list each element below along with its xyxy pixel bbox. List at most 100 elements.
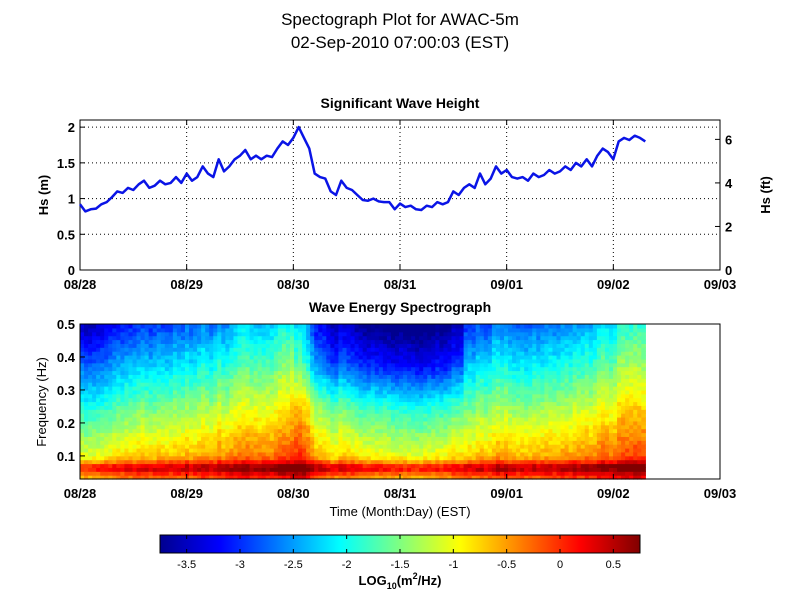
heatmap-cell (184, 467, 190, 472)
heatmap-cell (294, 393, 299, 399)
heatmap-cell (176, 378, 182, 383)
heatmap-cell (302, 351, 307, 356)
heatmap-cell (358, 355, 364, 360)
heatmap-cell (136, 331, 142, 337)
heatmap-cell (479, 358, 485, 364)
heatmap-cell (471, 444, 477, 449)
heatmap-cell (209, 424, 214, 430)
heatmap-cell (233, 432, 239, 437)
heatmap-cell (189, 444, 194, 449)
heatmap-cell (552, 347, 558, 352)
heatmap-cell (346, 351, 352, 356)
heatmap-cell (504, 451, 509, 457)
heatmap-cell (346, 324, 352, 329)
heatmap-cell (556, 378, 562, 383)
heatmap-cell (568, 448, 574, 453)
heatmap-cell (132, 444, 138, 449)
heatmap-cell (572, 405, 578, 410)
heatmap-cell (124, 389, 130, 395)
heatmap-cell (451, 362, 457, 368)
heatmap-cell (265, 362, 271, 368)
heatmap-cell (431, 358, 436, 364)
heatmap-cell (487, 409, 493, 414)
heatmap-cell (435, 343, 440, 348)
heatmap-cell (205, 471, 210, 476)
heatmap-cell (209, 436, 214, 441)
heatmap-cell (564, 451, 570, 457)
wave-height-y-tick-label: 0.5 (57, 227, 75, 242)
heatmap-cell (447, 397, 453, 403)
heatmap-cell (180, 378, 186, 383)
heatmap-cell (88, 393, 93, 399)
heatmap-cell (560, 327, 566, 333)
heatmap-cell (435, 335, 440, 341)
heatmap-cell (213, 335, 218, 341)
heatmap-cell (479, 405, 485, 410)
heatmap-cell (407, 471, 412, 476)
heatmap-cell (552, 386, 558, 391)
heatmap-cell (201, 351, 206, 356)
heatmap-cell (338, 382, 344, 387)
heatmap-cell (310, 351, 315, 356)
heatmap-cell (435, 327, 440, 333)
heatmap-cell (108, 428, 113, 434)
heatmap-cell (257, 327, 263, 333)
heatmap-cell (205, 335, 210, 341)
heatmap-cell (516, 471, 521, 476)
heatmap-cell (536, 366, 541, 372)
heatmap-cell (431, 327, 436, 333)
heatmap-cell (322, 362, 327, 368)
heatmap-cell (415, 362, 420, 368)
heatmap-cell (536, 347, 541, 352)
heatmap-cell (552, 343, 558, 348)
heatmap-cell (314, 436, 319, 441)
heatmap-cell (471, 389, 477, 395)
heatmap-cell (455, 355, 461, 360)
heatmap-cell (459, 409, 465, 414)
heatmap-cell (532, 351, 537, 356)
heatmap-cell (326, 378, 331, 383)
heatmap-cell (156, 432, 162, 437)
heatmap-cell (168, 331, 174, 337)
heatmap-cell (225, 440, 231, 445)
heatmap-cell (152, 343, 158, 348)
heatmap-cell (520, 339, 525, 344)
heatmap-cell (560, 351, 566, 356)
heatmap-cell (487, 393, 493, 399)
heatmap-cell (217, 389, 222, 395)
heatmap-cell (475, 444, 481, 449)
heatmap-cell (524, 417, 529, 422)
heatmap-cell (164, 386, 170, 391)
heatmap-cell (233, 324, 239, 329)
heatmap-cell (508, 424, 513, 430)
heatmap-cell (261, 405, 267, 410)
heatmap-cell (568, 459, 574, 465)
heatmap-cell (269, 370, 275, 375)
heatmap-cell (435, 397, 440, 403)
heatmap-cell (411, 436, 416, 441)
heatmap-cell (277, 409, 283, 414)
heatmap-cell (310, 467, 315, 472)
heatmap-cell (366, 463, 372, 468)
heatmap-cell (499, 347, 505, 352)
heatmap-cell (572, 397, 578, 403)
heatmap-cell (326, 436, 331, 441)
heatmap-cell (443, 343, 449, 348)
heatmap-cell (205, 343, 210, 348)
heatmap-cell (306, 397, 311, 403)
heatmap-cell (100, 339, 105, 344)
heatmap-cell (491, 331, 497, 337)
heatmap-cell (189, 386, 194, 391)
heatmap-cell (544, 417, 550, 422)
heatmap-cell (394, 459, 400, 465)
heatmap-cell (132, 459, 138, 465)
heatmap-cell (382, 362, 388, 368)
wave-height-grid (80, 120, 720, 270)
heatmap-cell (108, 386, 113, 391)
heatmap-cell (261, 362, 267, 368)
heatmap-cell (366, 351, 372, 356)
heatmap-cell (362, 459, 368, 465)
heatmap-cell (394, 331, 400, 337)
heatmap-cell (415, 351, 420, 356)
heatmap-cell (471, 436, 477, 441)
